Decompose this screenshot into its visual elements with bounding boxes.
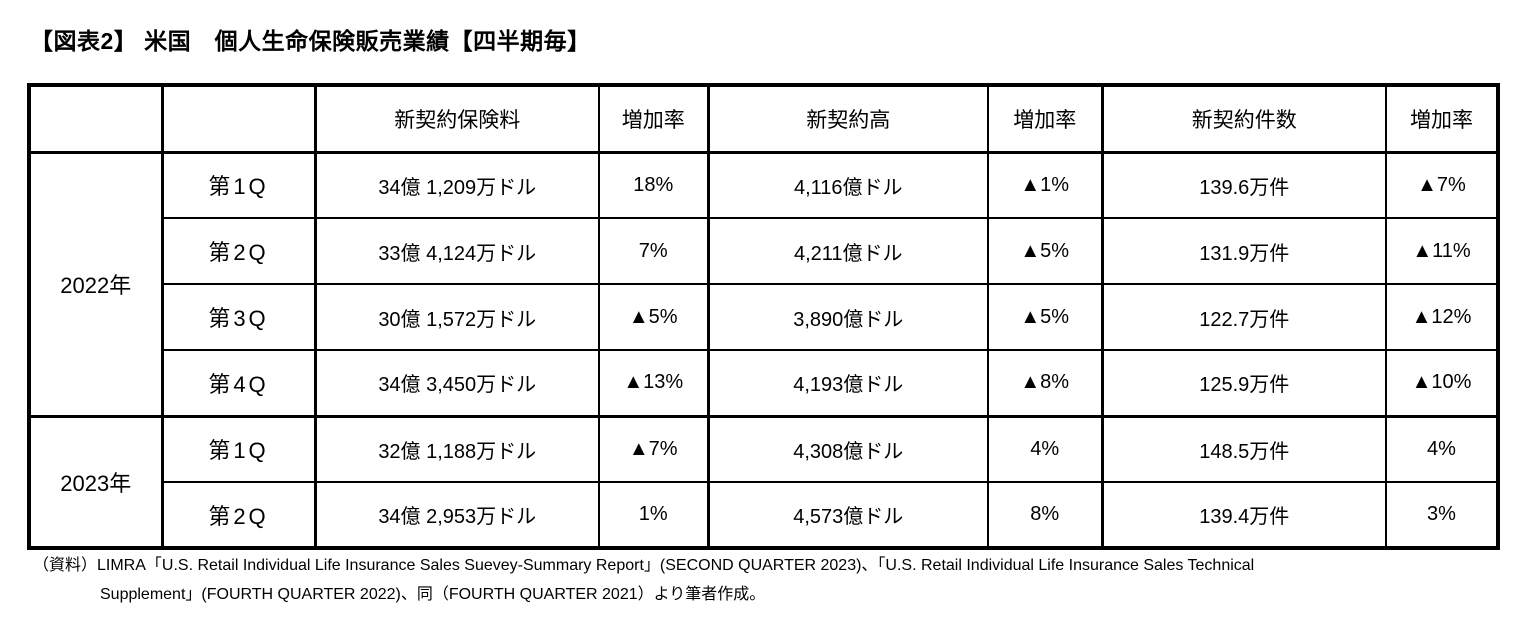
count-cell: 131.9万件 bbox=[1100, 217, 1387, 285]
count-rate-cell: ▲11% bbox=[1385, 217, 1499, 285]
header-amount: 新契約高 bbox=[706, 84, 989, 154]
quarter-cell: 第1Q bbox=[160, 151, 316, 219]
count-cell: 125.9万件 bbox=[1100, 349, 1387, 417]
count-cell: 122.7万件 bbox=[1100, 283, 1387, 351]
quarter-cell: 第2Q bbox=[160, 217, 316, 285]
premium-rate-cell: ▲13% bbox=[598, 349, 709, 417]
quarter-cell: 第2Q bbox=[160, 481, 316, 549]
count-rate-cell: 4% bbox=[1385, 414, 1499, 483]
amount-cell: 3,890億ドル bbox=[706, 283, 989, 351]
header-count: 新契約件数 bbox=[1100, 84, 1387, 154]
premium-rate-cell: 1% bbox=[598, 481, 709, 549]
table-row-2022-q2: 第2Q 33億 4,124万ドル 7% 4,211億ドル ▲5% 131.9万件… bbox=[29, 217, 1499, 285]
count-rate-cell: ▲12% bbox=[1385, 283, 1499, 351]
amount-rate-cell: 8% bbox=[987, 481, 1103, 549]
quarter-cell: 第1Q bbox=[160, 414, 316, 483]
count-rate-cell: ▲10% bbox=[1385, 349, 1499, 417]
sales-table: 新契約保険料 増加率 新契約高 増加率 新契約件数 増加率 2022年 第1Q … bbox=[27, 83, 1500, 550]
amount-cell: 4,116億ドル bbox=[706, 151, 989, 219]
count-cell: 148.5万件 bbox=[1100, 414, 1387, 483]
amount-cell: 4,193億ドル bbox=[706, 349, 989, 417]
figure-title: 【図表2】 米国 個人生命保険販売業績【四半期毎】 bbox=[30, 28, 591, 54]
amount-cell: 4,308億ドル bbox=[706, 414, 989, 483]
source-note-line2: Supplement」(FOURTH QUARTER 2022)、同（FOURT… bbox=[100, 586, 766, 603]
premium-rate-cell: 7% bbox=[598, 217, 709, 285]
premium-cell: 32億 1,188万ドル bbox=[313, 414, 600, 483]
header-row: 新契約保険料 増加率 新契約高 増加率 新契約件数 増加率 bbox=[28, 84, 1499, 154]
premium-cell: 34億 2,953万ドル bbox=[313, 481, 600, 549]
premium-cell: 34億 3,450万ドル bbox=[313, 349, 600, 417]
header-count-rate: 増加率 bbox=[1385, 84, 1499, 154]
table-row-2022-q1: 2022年 第1Q 34億 1,209万ドル 18% 4,116億ドル ▲1% … bbox=[28, 151, 1499, 417]
amount-rate-cell: ▲5% bbox=[987, 217, 1103, 285]
quarter-cell: 第3Q bbox=[160, 283, 316, 351]
year-cell: 2023年 bbox=[28, 414, 163, 549]
amount-cell: 4,211億ドル bbox=[706, 217, 989, 285]
quarter-cell: 第4Q bbox=[160, 349, 316, 417]
table-row-2022-q4: 第4Q 34億 3,450万ドル ▲13% 4,193億ドル ▲8% 125.9… bbox=[29, 349, 1499, 417]
header-premium-rate: 増加率 bbox=[598, 84, 709, 154]
premium-cell: 33億 4,124万ドル bbox=[313, 217, 600, 285]
amount-rate-cell: ▲5% bbox=[987, 283, 1103, 351]
amount-rate-cell: 4% bbox=[987, 414, 1103, 483]
premium-rate-cell: ▲5% bbox=[598, 283, 709, 351]
premium-cell: 30億 1,572万ドル bbox=[313, 283, 600, 351]
count-rate-cell: 3% bbox=[1385, 481, 1499, 549]
header-quarter-blank bbox=[160, 84, 316, 154]
amount-rate-cell: ▲1% bbox=[987, 151, 1103, 219]
count-cell: 139.4万件 bbox=[1100, 481, 1387, 549]
table-row-2023-q1: 2023年 第1Q 32億 1,188万ドル ▲7% 4,308億ドル 4% 1… bbox=[28, 414, 1499, 549]
header-year-blank bbox=[28, 84, 163, 154]
header-premium: 新契約保険料 bbox=[313, 84, 600, 154]
header-amount-rate: 増加率 bbox=[987, 84, 1103, 154]
table-row-2023-q2: 第2Q 34億 2,953万ドル 1% 4,573億ドル 8% 139.4万件 … bbox=[29, 481, 1499, 549]
premium-rate-cell: 18% bbox=[598, 151, 709, 219]
premium-rate-cell: ▲7% bbox=[598, 414, 709, 483]
premium-cell: 34億 1,209万ドル bbox=[313, 151, 600, 219]
year-cell: 2022年 bbox=[28, 151, 163, 417]
amount-cell: 4,573億ドル bbox=[706, 481, 989, 549]
count-cell: 139.6万件 bbox=[1100, 151, 1387, 219]
source-note-line1: （資料）LIMRA「U.S. Retail Individual Life In… bbox=[33, 557, 1255, 574]
table-row-2022-q3: 第3Q 30億 1,572万ドル ▲5% 3,890億ドル ▲5% 122.7万… bbox=[29, 283, 1499, 351]
count-rate-cell: ▲7% bbox=[1385, 151, 1499, 219]
amount-rate-cell: ▲8% bbox=[987, 349, 1103, 417]
source-note: （資料）LIMRA「U.S. Retail Individual Life In… bbox=[33, 551, 1254, 609]
